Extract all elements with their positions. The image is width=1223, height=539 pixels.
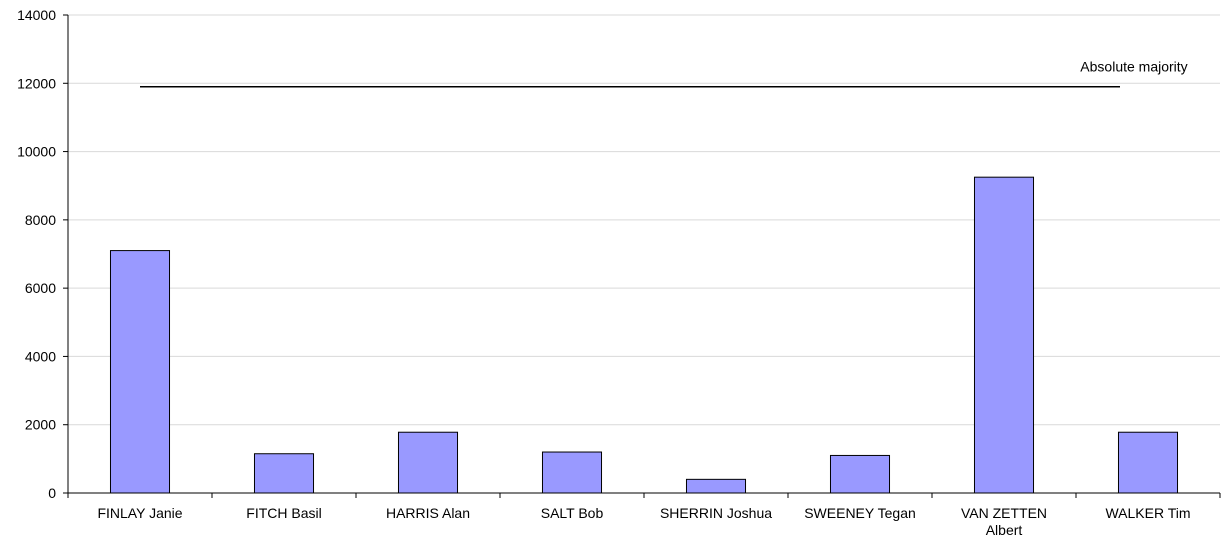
y-tick-label: 12000 [17, 75, 56, 91]
axes [63, 14, 1221, 498]
x-category-label: WALKER Tim [1105, 505, 1190, 521]
bar [109, 250, 171, 494]
x-category-label: FINLAY Janie [97, 505, 182, 521]
labels: 0 2000 4000 6000 8000 10000 12000 14000 FINLAY J… [17, 7, 1190, 538]
absolute-majority-label: Absolute majority [1080, 59, 1187, 75]
x-category-label: SALT Bob [541, 505, 604, 521]
bars [109, 176, 1179, 494]
x-category-label: SWEENEY Tegan [804, 505, 916, 521]
annotation: Absolute majority [140, 59, 1188, 88]
y-tick-label: 6000 [25, 280, 56, 296]
y-tick-label: 2000 [25, 417, 56, 433]
bar [973, 176, 1035, 494]
y-tick-label: 10000 [17, 144, 56, 160]
bar [1117, 431, 1179, 494]
gridlines [68, 14, 1220, 426]
x-category-label: FITCH Basil [246, 505, 321, 521]
x-category-label: HARRIS Alan [386, 505, 470, 521]
bar [541, 451, 603, 494]
bar [397, 431, 459, 494]
y-tick-label: 14000 [17, 7, 56, 23]
bar [829, 454, 891, 494]
bar [253, 453, 315, 494]
bar [685, 478, 747, 494]
x-category-label: SHERRIN Joshua [660, 505, 772, 521]
x-category-label: VAN ZETTEN Albert [961, 505, 1047, 538]
y-tick-label: 0 [48, 485, 56, 501]
y-tick-label: 8000 [25, 212, 56, 228]
y-tick-label: 4000 [25, 348, 56, 364]
